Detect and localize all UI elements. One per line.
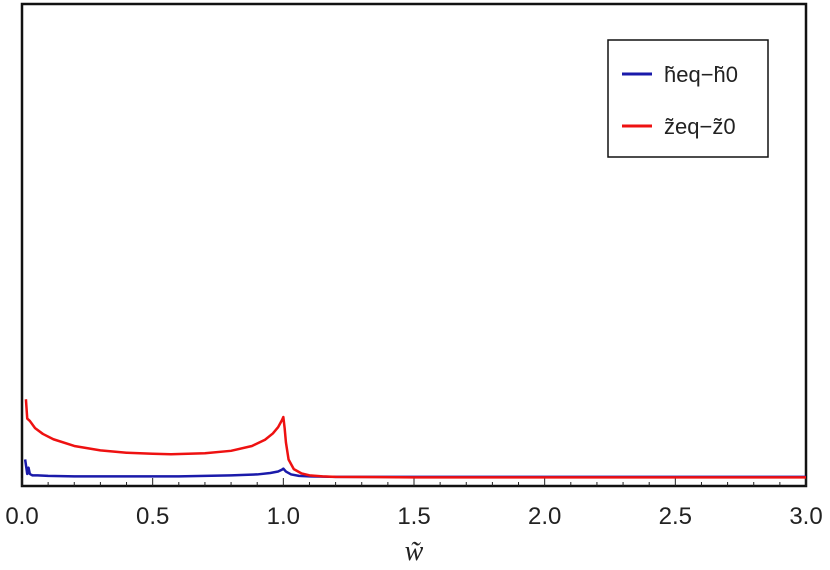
- x-tick-label: 0.5: [136, 503, 169, 530]
- x-tick-label: 1.0: [267, 503, 300, 530]
- legend: h̃eq−h̃0 z̃eq−z̃0: [607, 39, 769, 158]
- x-tick-label: 0.0: [5, 503, 38, 530]
- x-tick-label: 1.5: [397, 503, 430, 530]
- series-line-z: [24, 399, 806, 479]
- x-axis-title: w̃: [405, 536, 424, 567]
- legend-box: [607, 39, 769, 158]
- x-axis-tick-labels: 0.0 0.5 1.0 1.5 2.0 2.5 3.0: [5, 503, 822, 530]
- legend-label-h: h̃eq−h̃0: [664, 62, 738, 87]
- x-tick-label: 2.5: [659, 503, 692, 530]
- legend-label-z: z̃eq−z̃0: [664, 114, 736, 139]
- x-tick-label: 3.0: [789, 503, 822, 530]
- series-layer: [23, 399, 806, 479]
- x-tick-label: 2.0: [528, 503, 561, 530]
- series-line-h: [23, 459, 806, 479]
- x-axis-ticks: [21, 478, 807, 486]
